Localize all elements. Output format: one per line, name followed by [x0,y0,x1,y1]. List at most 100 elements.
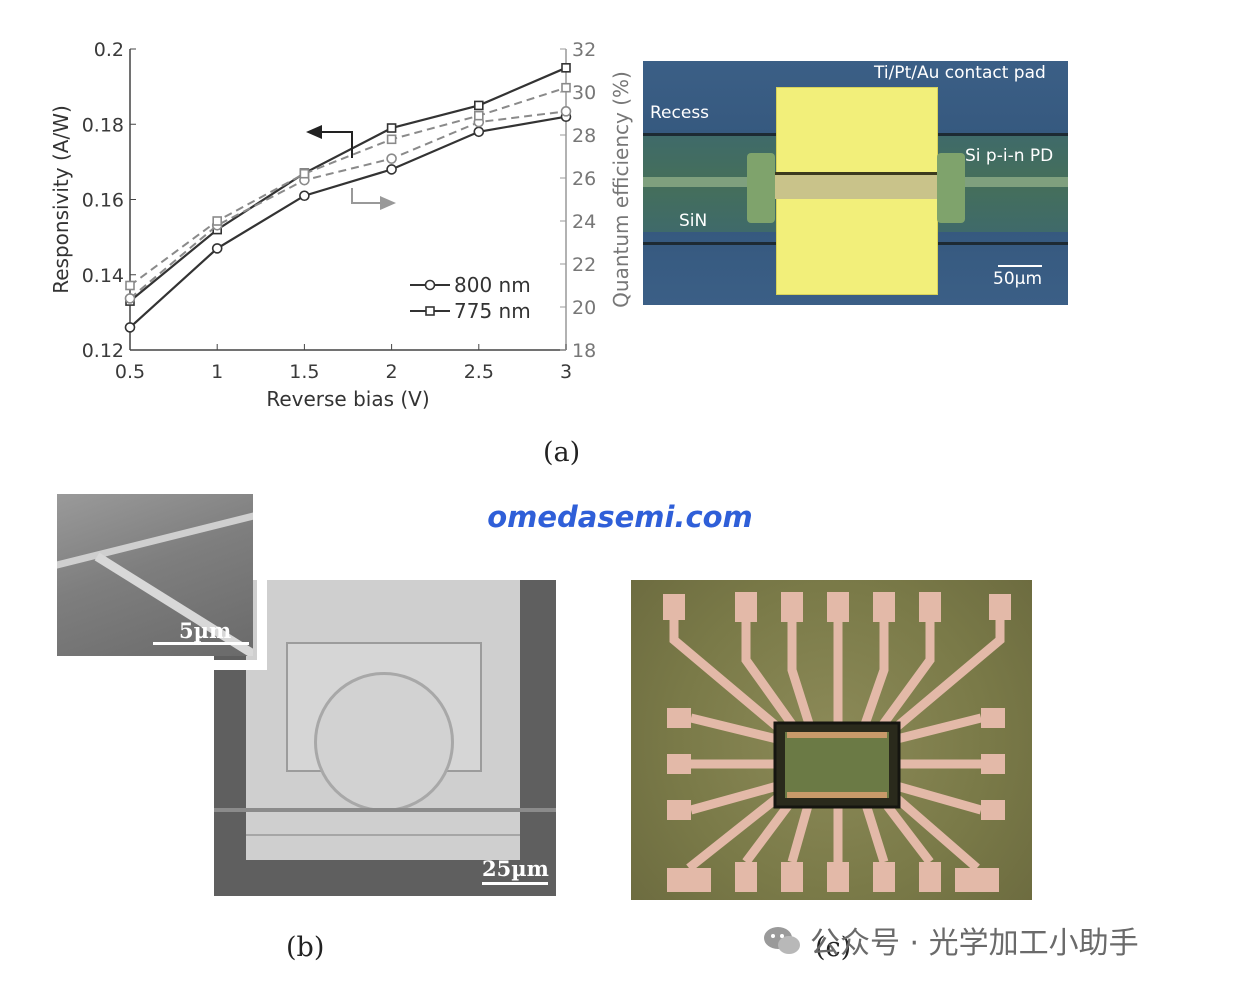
inset-scale-bar [153,642,249,645]
data-point [386,134,397,145]
bond-pad [827,592,849,622]
right-axis-arrowhead [380,196,396,210]
data-point [124,293,136,304]
wechat-icon [764,927,800,954]
legend-label: 775 nm [454,299,531,323]
bond-pad [667,708,691,728]
x-tick-label: 1.5 [289,361,319,383]
data-point [560,106,572,117]
panel-label-c: (c) [815,932,852,963]
panel-label-a: (a) [543,437,581,468]
legend-marker [424,279,436,291]
account-watermark-text: 公众号 · 光学加工小助手 [810,926,1139,961]
y2-axis-title: Quantum efficiency (%) [609,71,633,308]
account-watermark: 公众号 · 光学加工小助手 [762,918,1202,962]
y-tick-label: 0.16 [82,190,124,212]
data-point [473,100,484,111]
data-point [386,123,397,133]
responsivity-chart: 0.5 1 1.5 2 2.5 3 0.12 0.14 0.16 0.18 0.2 18 20 22 24 2… [49,39,633,411]
x-axis-title: Reverse bias (V) [266,387,429,411]
y2-tick-label: 30 [572,82,596,104]
data-point [212,216,222,226]
y-tick-label: 0.2 [94,39,124,61]
data-point [125,280,135,291]
bond-pad [781,592,803,622]
photodetector-micrograph: Ti/Pt/Au contact pad Recess Si p-i-n PD … [643,61,1068,305]
chip-traces-group [669,620,1005,872]
bond-pad [735,592,757,622]
data-point [386,164,397,175]
sin-label: SiN [679,211,708,231]
bond-pad [873,592,895,622]
chart-axes: 0.5 1 1.5 2 2.5 3 0.12 0.14 0.16 0.18 0.2 18 20 22 24 2… [49,39,633,411]
ring-scale-bar [482,882,548,885]
y2-tick-label: 22 [572,254,596,276]
ring-scale-label: 25µm [482,856,549,881]
series-line [129,66,567,302]
y2-tick-label: 18 [572,340,596,362]
y-tick-label: 0.12 [82,340,124,362]
chip-core [785,732,889,798]
chip-micrograph [631,580,1032,900]
pd-label: Si p-i-n PD [965,146,1054,166]
y2-tick-label: 24 [572,211,596,233]
chart-series [124,63,572,333]
site-watermark: omedasemi.com [487,500,753,534]
legend-marker [425,306,435,316]
left-axis-arrowhead [306,125,322,139]
panel-label-b: (b) [286,932,325,963]
data-point [299,190,310,202]
bond-pad [919,862,941,892]
x-tick-label: 2.5 [464,361,494,383]
series-line [129,110,567,300]
recess-label: Recess [650,103,710,123]
pd-scale-bar [998,265,1042,267]
bond-pad [873,862,895,892]
data-point [473,110,484,121]
data-point [561,82,571,93]
bond-pad [827,862,849,892]
data-point [386,153,397,164]
x-tick-label: 0.5 [115,361,145,383]
y-tick-label: 0.18 [82,114,124,136]
sem-inset-image: 5µm [57,494,253,656]
legend-label: 800 nm [454,273,531,297]
y2-tick-label: 26 [572,168,596,190]
bond-pad [981,708,1005,728]
bond-pad [981,800,1005,820]
chart-annotations [306,125,396,210]
x-tick-label: 1 [211,361,223,383]
data-point [124,322,136,333]
data-point [299,168,310,179]
bus-waveguide [214,808,556,812]
bond-pad [667,800,691,820]
ring-resonator [314,672,454,812]
y2-tick-label: 32 [572,39,596,61]
bond-pad [663,594,685,620]
pd-contact-right [937,153,965,223]
chip-io-row [787,732,887,798]
inset-scale-label: 5µm [179,618,232,643]
y-tick-label: 0.14 [82,265,124,287]
y2-tick-label: 28 [572,125,596,147]
bond-pad [667,868,711,892]
bond-pad [955,868,999,892]
series-line [129,86,567,287]
bond-pad [989,594,1011,620]
y-axis-title: Responsivity (A/W) [49,105,73,294]
ring-resonator-micrograph: 25µm [214,580,556,896]
data-point [473,126,485,138]
bond-pad [981,754,1005,774]
ring-ledge [246,834,520,836]
contact-pad-label: Ti/Pt/Au contact pad [874,63,1046,83]
data-point [211,243,223,254]
bond-pad [781,862,803,892]
chip-traces [663,592,1011,892]
pd-scale-label: 50µm [993,269,1043,289]
bond-pad [735,862,757,892]
data-point [561,63,571,73]
pd-contact-left [747,153,775,223]
x-tick-label: 3 [560,361,572,383]
series-line [129,115,567,329]
